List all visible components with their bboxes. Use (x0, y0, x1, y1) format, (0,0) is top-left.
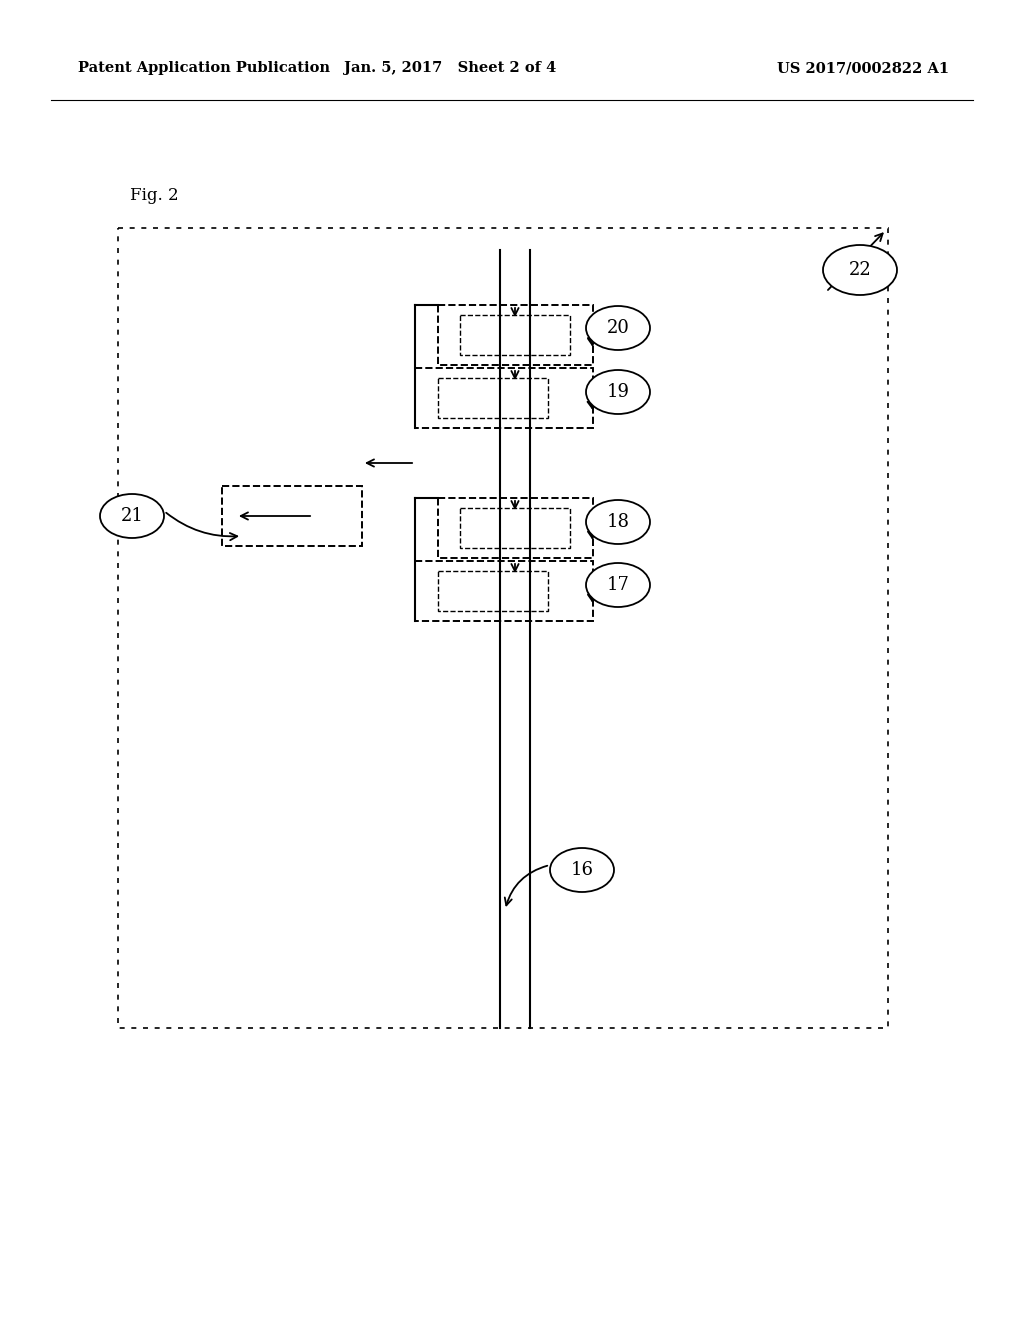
Text: US 2017/0002822 A1: US 2017/0002822 A1 (777, 61, 949, 75)
Text: Jan. 5, 2017   Sheet 2 of 4: Jan. 5, 2017 Sheet 2 of 4 (344, 61, 557, 75)
Text: Patent Application Publication: Patent Application Publication (78, 61, 330, 75)
Text: Fig. 2: Fig. 2 (130, 186, 178, 203)
Bar (415, 368, 593, 428)
Bar (438, 572, 548, 611)
Bar (438, 378, 548, 418)
Ellipse shape (823, 246, 897, 294)
Bar (460, 508, 570, 548)
Bar (460, 315, 570, 355)
Ellipse shape (550, 847, 614, 892)
Bar (118, 228, 888, 1028)
Text: 18: 18 (606, 513, 630, 531)
Ellipse shape (586, 306, 650, 350)
Bar (222, 486, 362, 546)
Bar (438, 498, 593, 558)
Ellipse shape (100, 494, 164, 539)
Bar (438, 305, 593, 366)
Bar (415, 561, 593, 620)
Text: 17: 17 (606, 576, 630, 594)
Ellipse shape (586, 500, 650, 544)
Ellipse shape (586, 564, 650, 607)
Text: 22: 22 (849, 261, 871, 279)
Text: 21: 21 (121, 507, 143, 525)
Text: 20: 20 (606, 319, 630, 337)
Text: 16: 16 (570, 861, 594, 879)
Text: 19: 19 (606, 383, 630, 401)
Ellipse shape (586, 370, 650, 414)
